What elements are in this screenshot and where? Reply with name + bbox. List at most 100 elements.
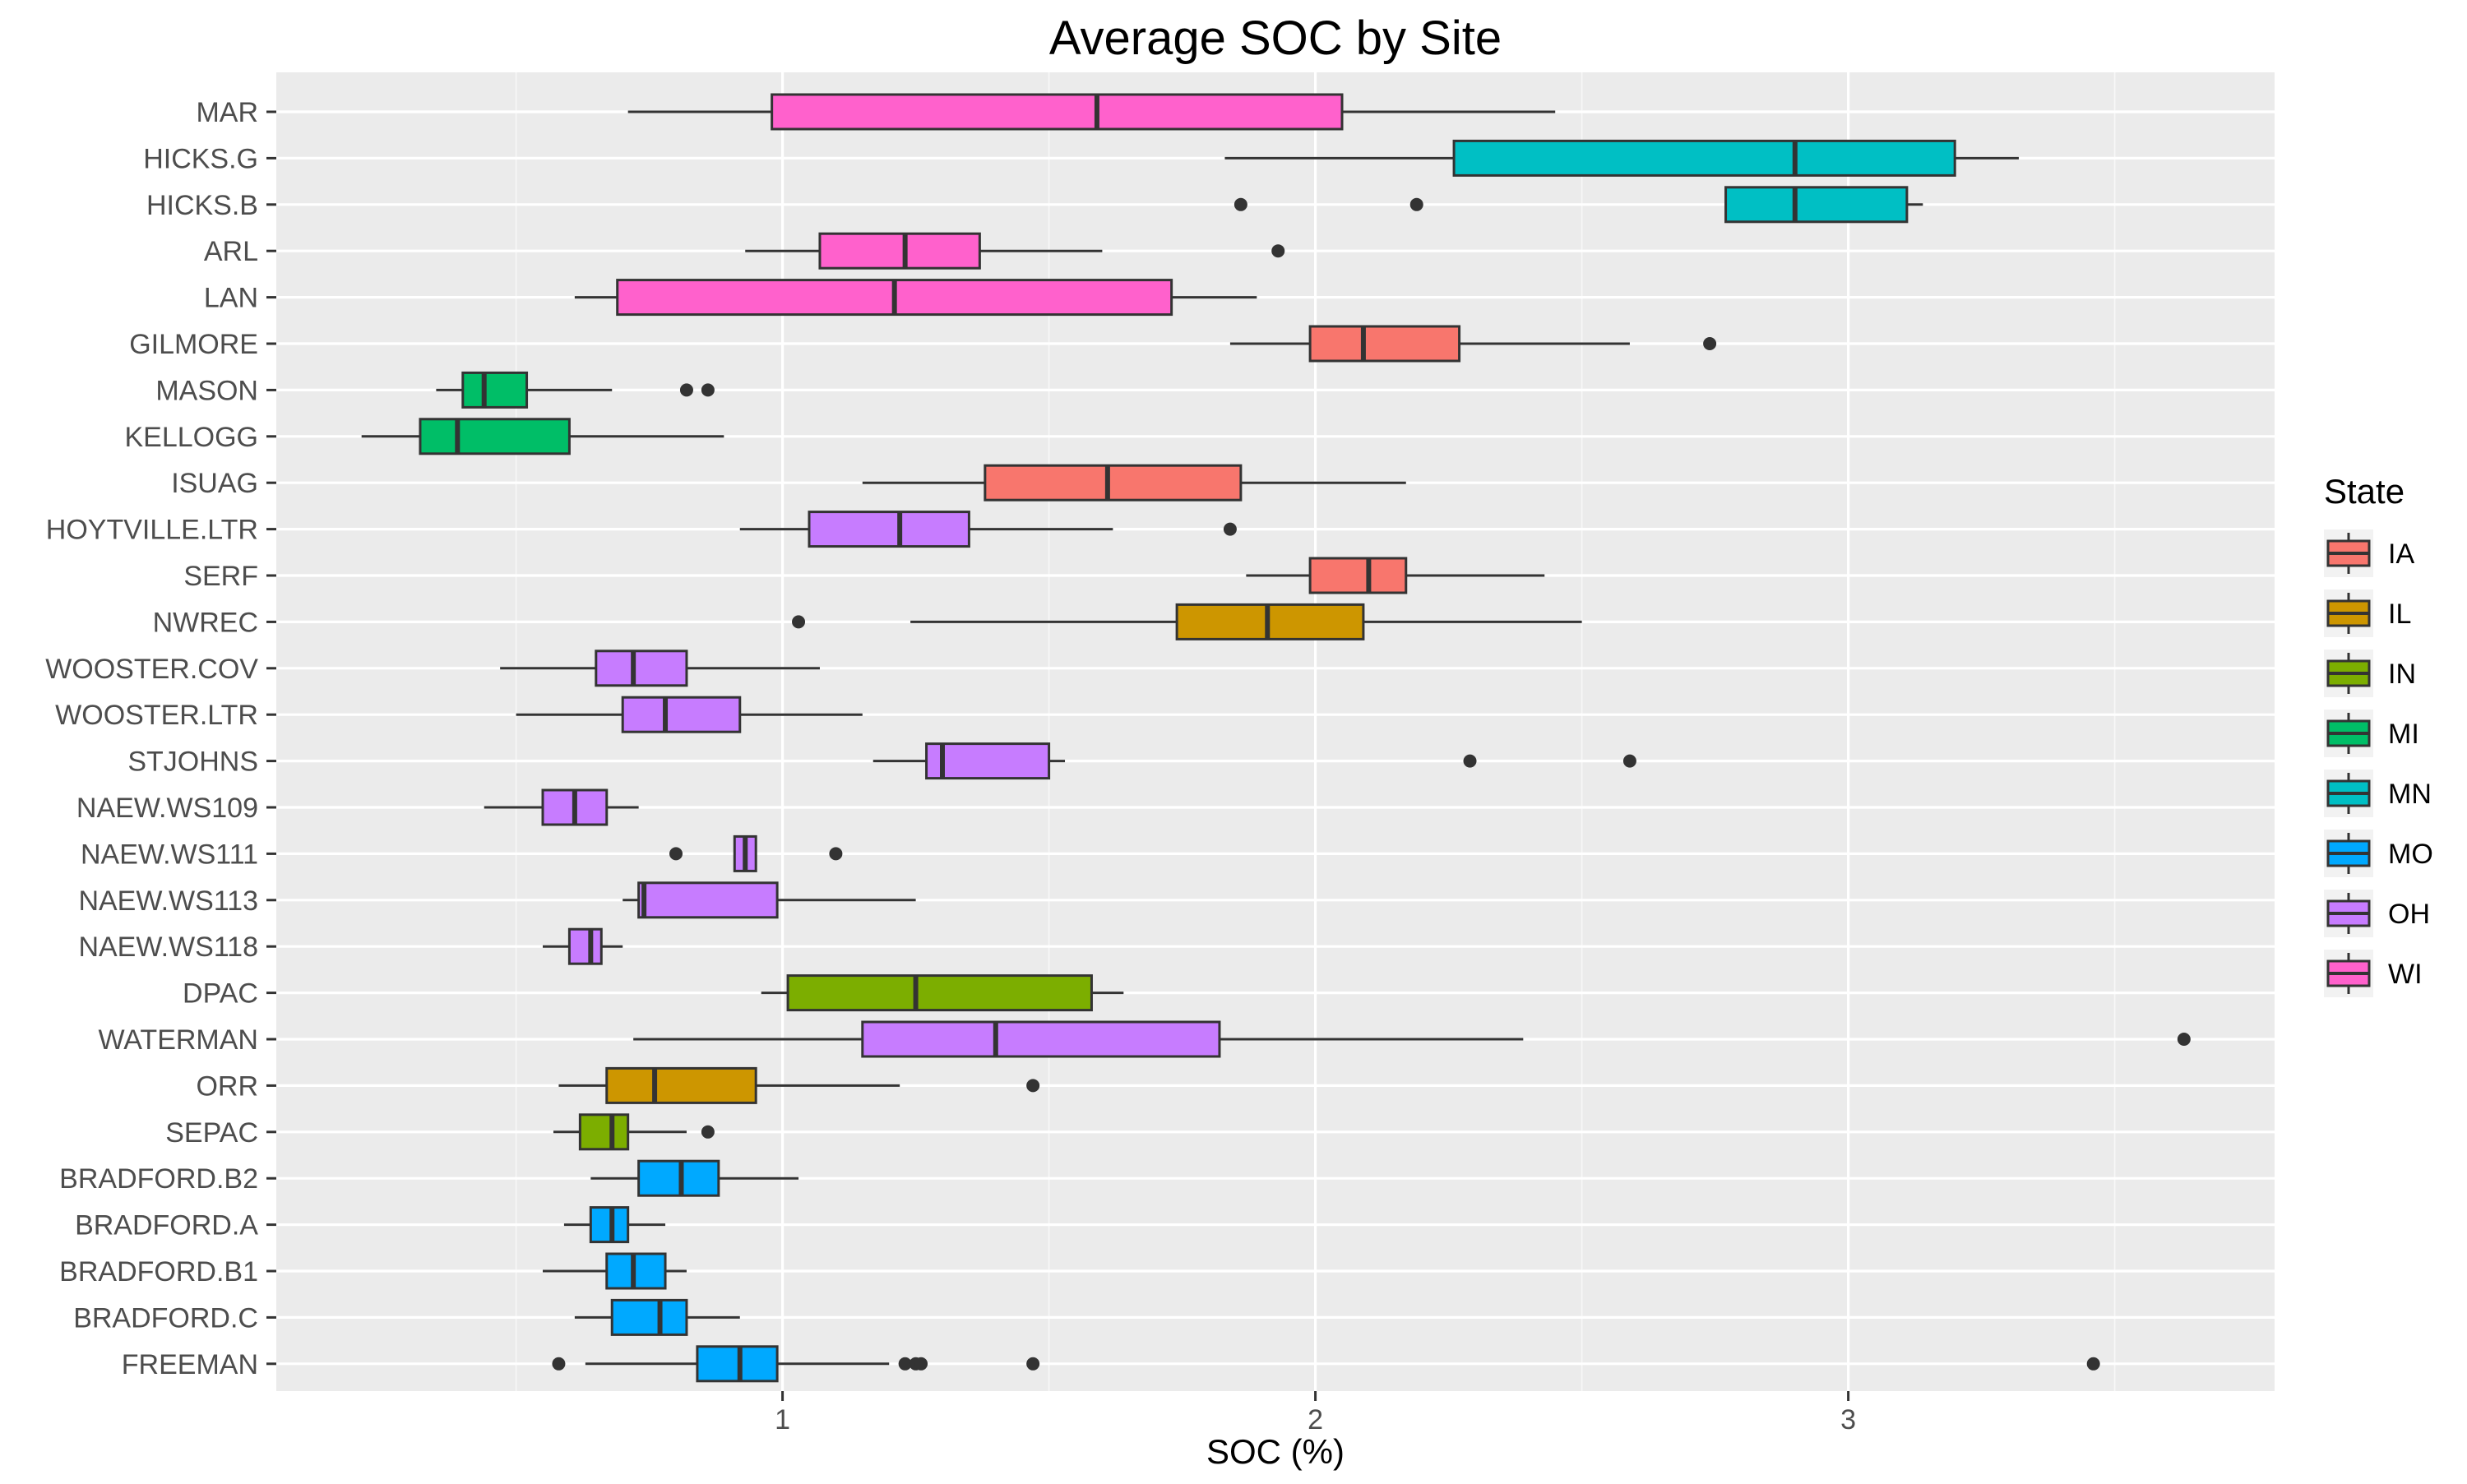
legend-label: WI: [2388, 959, 2423, 990]
y-tick-label: SEPAC: [165, 1117, 258, 1149]
box-arl: [745, 232, 1285, 270]
box-iqr: [578, 1113, 630, 1151]
y-tick-label: BRADFORD.A: [75, 1210, 258, 1241]
box-iqr: [818, 232, 981, 270]
legend-label: MI: [2388, 719, 2419, 750]
outlier-point: [1463, 754, 1477, 768]
box-hoytville-ltr: [739, 511, 1237, 548]
outlier-point: [679, 383, 693, 397]
box-stjohns: [872, 742, 1636, 780]
box-hicks-g: [1224, 139, 2019, 177]
box-iqr: [1308, 325, 1461, 363]
box-bradford-b1: [543, 1252, 687, 1290]
box-iqr: [1175, 603, 1365, 640]
outlier-point: [1234, 197, 1247, 211]
outlier-point: [552, 1357, 566, 1371]
box-hicks-b: [1234, 186, 1923, 224]
box-iqr: [605, 1252, 667, 1290]
box-iqr: [461, 371, 529, 409]
y-tick-label: WOOSTER.LTR: [55, 700, 258, 731]
outlier-point: [669, 847, 683, 861]
y-tick-label: BRADFORD.C: [73, 1302, 258, 1334]
box-isuag: [862, 464, 1406, 502]
outlier-point: [792, 615, 806, 629]
box-orr: [558, 1066, 1040, 1104]
box-bradford-a: [563, 1206, 666, 1244]
legend-item-mi: MI: [2324, 710, 2419, 757]
boxes-layer: [361, 93, 2191, 1383]
y-tick-label: HICKS.B: [146, 190, 258, 221]
outlier-point: [829, 847, 843, 861]
box-iqr: [605, 1066, 757, 1104]
box-iqr: [696, 1345, 779, 1383]
box-iqr: [771, 93, 1344, 131]
legend-item-wi: WI: [2324, 950, 2423, 997]
y-tick-label: BRADFORD.B1: [59, 1256, 258, 1288]
box-bradford-b2: [590, 1159, 799, 1197]
y-tick-label: BRADFORD.B2: [59, 1163, 258, 1195]
y-tick-label: HICKS.G: [143, 143, 258, 174]
y-tick-label: KELLOGG: [124, 422, 258, 453]
y-tick-label: MAR: [196, 97, 258, 128]
y-tick-label: NAEW.WS109: [76, 793, 258, 824]
box-mar: [627, 93, 1556, 131]
legend-label: OH: [2388, 899, 2430, 930]
outlier-point: [1026, 1357, 1040, 1371]
y-tick-label: LAN: [204, 283, 258, 314]
box-gilmore: [1229, 325, 1717, 363]
box-nwrec: [792, 603, 1582, 640]
legend-item-oh: OH: [2324, 890, 2430, 937]
y-tick-label: ARL: [204, 236, 258, 267]
box-iqr: [984, 464, 1243, 502]
y-tick-label: STJOHNS: [127, 747, 258, 778]
y-tick-label: MASON: [155, 375, 258, 406]
legend-item-il: IL: [2324, 589, 2411, 637]
box-kellogg: [361, 418, 724, 455]
outlier-point: [701, 1125, 715, 1139]
outlier-point: [898, 1357, 912, 1371]
y-tick-label: NAEW.WS113: [78, 885, 258, 917]
outlier-point: [1622, 754, 1636, 768]
legend-label: IN: [2388, 659, 2416, 690]
box-waterman: [633, 1020, 2191, 1058]
outlier-point: [1271, 244, 1285, 258]
y-tick-label: FREEMAN: [122, 1349, 258, 1380]
y-tick-label: GILMORE: [129, 329, 258, 360]
box-naew-ws109: [484, 788, 639, 826]
box-naew-ws111: [669, 834, 843, 872]
y-tick-label: WOOSTER.COV: [45, 654, 258, 685]
box-iqr: [419, 418, 571, 455]
x-tick-label: 2: [1308, 1404, 1323, 1435]
y-tick-label: NAEW.WS111: [81, 839, 258, 870]
outlier-point: [1223, 522, 1237, 536]
box-iqr: [567, 927, 603, 965]
legend-item-ia: IA: [2324, 529, 2414, 577]
box-iqr: [1452, 139, 1956, 177]
legend: State IA IL IN MI MN MO OH WI: [2324, 472, 2433, 997]
x-axis-label: SOC (%): [1206, 1432, 1345, 1471]
box-dpac: [761, 974, 1124, 1012]
outlier-point: [1026, 1079, 1040, 1093]
box-iqr: [861, 1020, 1221, 1058]
box-iqr: [621, 696, 742, 733]
box-iqr: [637, 1159, 720, 1197]
outlier-point: [2177, 1033, 2191, 1046]
outlier-point: [1703, 337, 1717, 350]
box-freeman: [552, 1345, 2100, 1383]
box-iqr: [610, 1298, 688, 1336]
y-tick-label: DPAC: [183, 978, 258, 1010]
y-tick-label: NAEW.WS118: [78, 932, 258, 963]
legend-item-in: IN: [2324, 650, 2416, 697]
axes-layer: MAR HICKS.G HICKS.B ARL LAN GILMORE MASON KELLO…: [45, 97, 1856, 1435]
outlier-point: [701, 383, 715, 397]
chart-title: Average SOC by Site: [1049, 12, 1502, 65]
legend-label: IL: [2388, 599, 2411, 630]
y-tick-label: ISUAG: [171, 468, 258, 499]
box-wooster-ltr: [516, 696, 863, 733]
x-tick-label: 1: [775, 1404, 790, 1435]
outlier-point: [1409, 197, 1423, 211]
outlier-point: [2086, 1357, 2100, 1371]
legend-label: MN: [2388, 779, 2432, 810]
box-naew-ws113: [623, 881, 916, 919]
y-tick-label: SERF: [183, 561, 258, 592]
